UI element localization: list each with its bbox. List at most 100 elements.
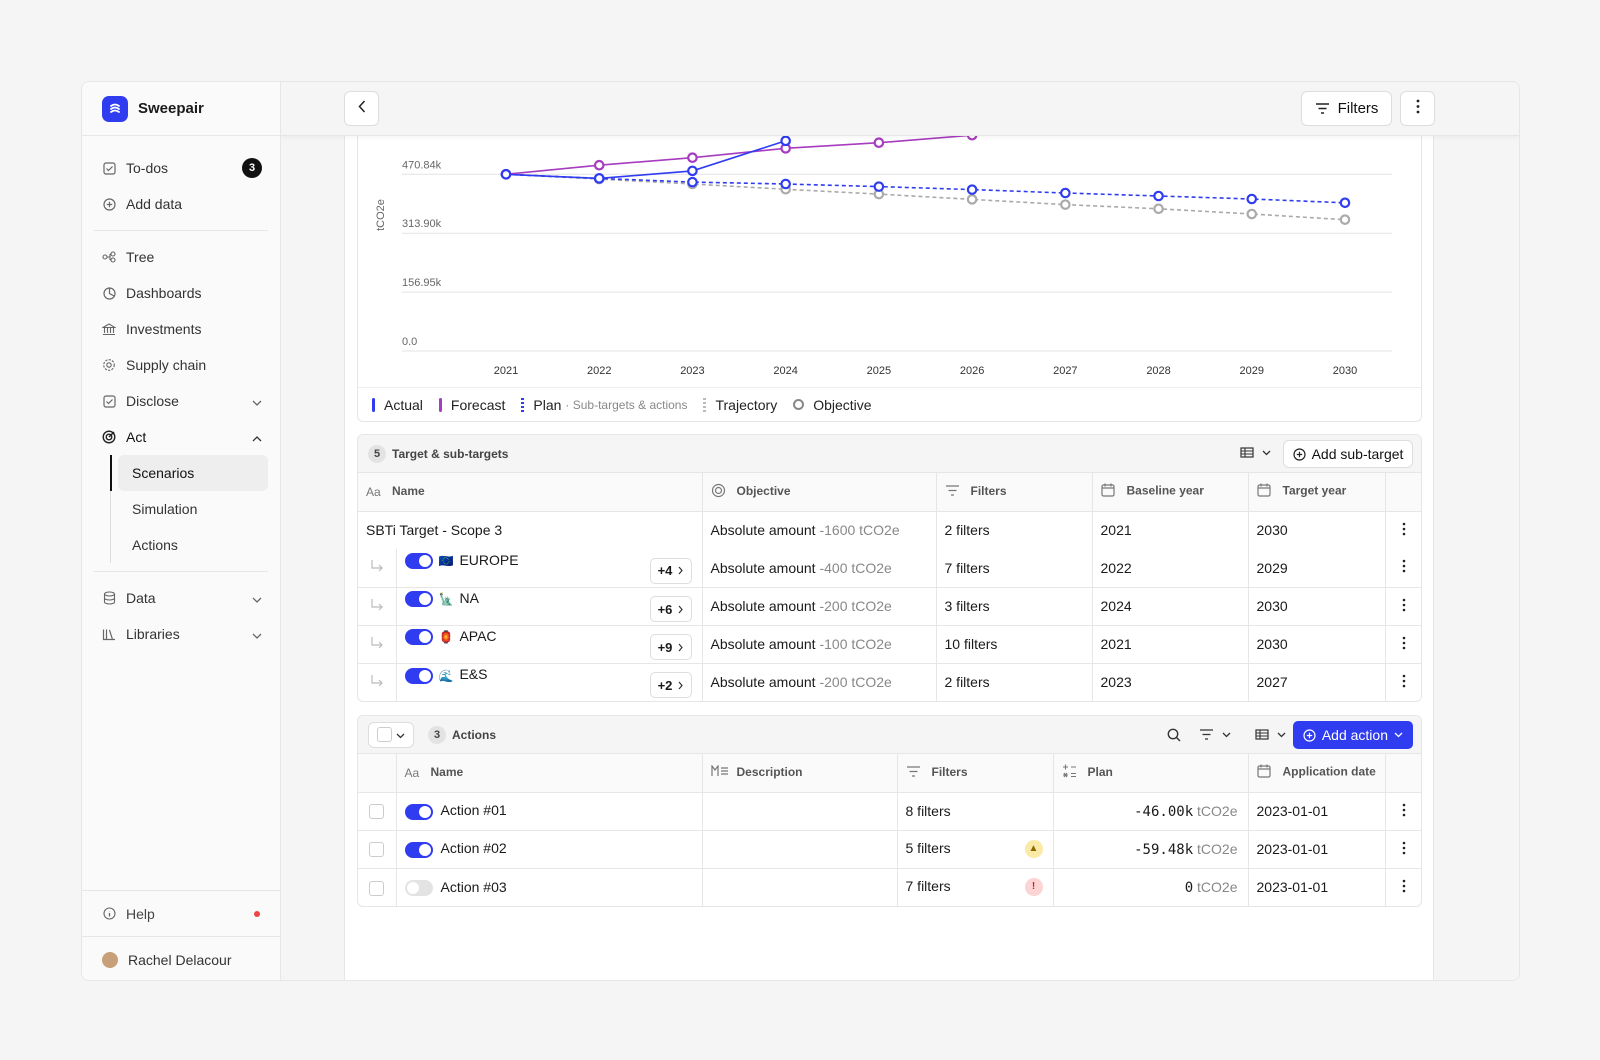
sidebar-item-actions[interactable]: Actions — [132, 537, 178, 553]
column-header-plan[interactable]: Plan — [1053, 754, 1249, 793]
target-name[interactable]: SBTi Target - Scope 3 — [358, 511, 703, 549]
target-year[interactable]: 2030 — [1248, 511, 1386, 549]
sidebar-item-tree[interactable]: Tree — [82, 239, 280, 275]
chevron-down-icon[interactable] — [252, 590, 262, 606]
table-row[interactable]: 🏮 APAC +9 Absolute amount -100 tCO2e 10 filt… — [358, 625, 1421, 664]
column-header-date[interactable]: Application date — [1248, 754, 1386, 793]
action-date[interactable]: 2023-01-01 — [1248, 868, 1386, 906]
action-name-cell[interactable]: Action #03 — [396, 868, 703, 906]
action-plan[interactable]: -59.48k tCO2e — [1053, 830, 1249, 869]
table-row[interactable]: 🗽 NA +6 Absolute amount -200 tCO2e 3 filters… — [358, 587, 1421, 626]
sub-target-toggle[interactable] — [404, 591, 433, 608]
column-header-filters[interactable]: Filters — [936, 473, 1093, 512]
linked-items-button[interactable]: +6 — [649, 596, 692, 622]
sidebar-item-disclose[interactable]: Disclose — [82, 383, 280, 419]
row-menu-button[interactable] — [1385, 587, 1421, 626]
linked-items-button[interactable]: +9 — [649, 634, 692, 660]
sidebar-item-scenarios[interactable]: Scenarios — [118, 455, 268, 491]
column-header-baseline[interactable]: Baseline year — [1092, 473, 1249, 512]
more-options-button[interactable] — [1400, 91, 1435, 126]
action-description[interactable] — [702, 868, 898, 906]
sidebar-item-data[interactable]: Data — [82, 580, 280, 616]
linked-items-button[interactable]: +4 — [649, 557, 692, 584]
row-checkbox[interactable] — [369, 880, 385, 896]
action-date[interactable]: 2023-01-01 — [1248, 792, 1386, 831]
sub-target-filters[interactable]: 3 filters — [936, 587, 1093, 626]
action-plan[interactable]: -46.00k tCO2e — [1053, 792, 1249, 831]
warning-icon[interactable]: ▲ — [1024, 840, 1043, 858]
chevron-down-icon[interactable] — [252, 393, 262, 409]
action-toggle[interactable] — [404, 841, 433, 858]
back-button[interactable] — [344, 91, 379, 126]
legend-objective[interactable]: Objective — [793, 397, 872, 413]
column-header-description[interactable]: Description — [702, 754, 898, 793]
sidebar-item-todos[interactable]: To-dos 3 — [82, 150, 280, 186]
sub-target-year[interactable]: 2030 — [1248, 587, 1386, 626]
add-sub-target-button[interactable]: Add sub-target — [1283, 440, 1413, 468]
select-all-checkbox[interactable] — [377, 727, 392, 742]
table-row[interactable]: 🇪🇺 EUROPE +4 Absolute amount -400 tCO2e 7 fi… — [358, 549, 1421, 588]
select-all-dropdown[interactable] — [368, 721, 414, 748]
chevron-up-icon[interactable] — [252, 429, 262, 445]
column-header-target[interactable]: Target year — [1248, 473, 1386, 512]
target-filters[interactable]: 2 filters — [936, 511, 1093, 549]
brand[interactable]: Sweepair — [82, 82, 280, 136]
action-filters[interactable]: 7 filters! — [897, 868, 1054, 906]
sidebar-item-supply-chain[interactable]: Supply chain — [82, 347, 280, 383]
sub-target-toggle[interactable] — [404, 629, 433, 646]
help-button[interactable]: Help — [82, 890, 280, 936]
action-name-cell[interactable]: Action #01 — [396, 792, 703, 831]
action-toggle[interactable] — [404, 803, 433, 820]
sub-target-baseline-year[interactable]: 2022 — [1092, 549, 1249, 588]
user-profile[interactable]: Rachel Delacour — [82, 936, 280, 980]
sidebar-item-add-data[interactable]: Add data — [82, 186, 280, 222]
sub-target-filters[interactable]: 7 filters — [936, 549, 1093, 588]
row-checkbox[interactable] — [369, 804, 385, 820]
sub-target-name-cell[interactable]: 🗽 NA +6 — [396, 587, 703, 626]
filters-button[interactable]: Filters — [1301, 91, 1392, 126]
add-action-button[interactable]: Add action — [1292, 721, 1413, 749]
action-description[interactable] — [702, 792, 898, 831]
action-toggle[interactable] — [404, 879, 433, 896]
sub-target-year[interactable]: 2030 — [1248, 625, 1386, 664]
sub-target-filters[interactable]: 10 filters — [936, 625, 1093, 664]
action-plan[interactable]: 0 tCO2e — [1053, 868, 1249, 906]
sidebar-item-libraries[interactable]: Libraries — [82, 616, 280, 652]
action-date[interactable]: 2023-01-01 — [1248, 830, 1386, 869]
sub-target-name-cell[interactable]: 🇪🇺 EUROPE +4 — [396, 549, 703, 588]
sub-target-toggle[interactable] — [404, 553, 433, 570]
row-menu-button[interactable] — [1385, 868, 1421, 906]
sub-target-toggle[interactable] — [404, 667, 433, 684]
legend-plan[interactable]: Plan · Sub-targets & actions — [521, 397, 687, 413]
table-view-icon[interactable] — [1240, 447, 1271, 458]
row-menu-button[interactable] — [1385, 549, 1421, 588]
table-row[interactable]: Action #01 8 filters -46.00k tCO2e 2023-01-… — [358, 792, 1421, 831]
sidebar-item-dashboards[interactable]: Dashboards — [82, 275, 280, 311]
action-filters[interactable]: 8 filters — [897, 792, 1054, 831]
linked-items-button[interactable]: +2 — [649, 672, 692, 699]
sub-target-name-cell[interactable]: 🌊 E&S +2 — [396, 663, 703, 701]
sidebar-item-investments[interactable]: Investments — [82, 311, 280, 347]
table-row[interactable]: 🌊 E&S +2 Absolute amount -200 tCO2e 2 filter… — [358, 663, 1421, 701]
sidebar-item-act[interactable]: Act — [82, 419, 280, 455]
legend-actual[interactable]: Actual — [372, 397, 423, 413]
row-menu-button[interactable] — [1385, 625, 1421, 664]
legend-trajectory[interactable]: Trajectory — [703, 397, 777, 413]
filter-dropdown-icon[interactable] — [1199, 729, 1231, 740]
column-header-filters[interactable]: Filters — [897, 754, 1054, 793]
chevron-down-icon[interactable] — [252, 626, 262, 642]
row-menu-button[interactable] — [1385, 830, 1421, 869]
row-menu-button[interactable] — [1385, 792, 1421, 831]
row-checkbox[interactable] — [369, 842, 385, 858]
sub-target-year[interactable]: 2027 — [1248, 663, 1386, 701]
table-view-icon[interactable] — [1255, 729, 1286, 740]
column-header-name[interactable]: Aa Name — [358, 473, 703, 512]
column-header-name[interactable]: Aa Name — [396, 754, 703, 793]
table-row[interactable]: Action #02 5 filters ▲ -59.48k tCO2e 2023-01… — [358, 830, 1421, 869]
action-filters[interactable]: 5 filters ▲ — [897, 830, 1054, 869]
sub-target-year[interactable]: 2029 — [1248, 549, 1386, 588]
action-name-cell[interactable]: Action #02 — [396, 830, 703, 869]
search-icon[interactable] — [1167, 728, 1181, 742]
column-header-objective[interactable]: Objective — [702, 473, 937, 512]
sidebar-item-simulation[interactable]: Simulation — [132, 501, 198, 517]
